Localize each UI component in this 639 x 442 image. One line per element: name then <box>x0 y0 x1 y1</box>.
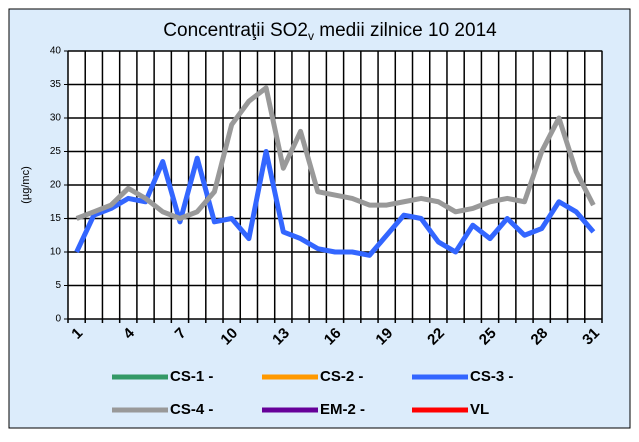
title-part: medii zilnice 10 2014 <box>314 20 497 41</box>
chart-title: Concentraţii SO2v medii zilnice 10 2014 <box>163 20 497 43</box>
legend-label: CS-3 - <box>470 368 513 385</box>
y-tick-label: 10 <box>50 247 62 258</box>
y-tick-label: 20 <box>50 180 62 191</box>
series-line <box>74 149 596 258</box>
title-subscript: v <box>308 29 314 43</box>
legend-label: CS-1 - <box>170 368 213 385</box>
y-tick-label: 0 <box>55 314 61 325</box>
legend-label: EM-2 - <box>320 401 365 418</box>
y-tick-label: 5 <box>55 280 61 291</box>
legend-label: CS-4 - <box>170 401 213 418</box>
y-axis-label: (µg/mc) <box>20 166 32 204</box>
legend-label: CS-2 - <box>320 368 363 385</box>
y-tick-label: 30 <box>50 113 62 124</box>
y-tick-label: 35 <box>50 79 62 90</box>
legend-label: VL <box>470 401 489 418</box>
y-tick-label: 15 <box>50 213 62 224</box>
y-tick-label: 25 <box>50 146 62 157</box>
series-line <box>75 85 596 221</box>
title-part: Concentraţii SO2 <box>163 20 308 41</box>
y-tick-label: 40 <box>50 46 62 57</box>
